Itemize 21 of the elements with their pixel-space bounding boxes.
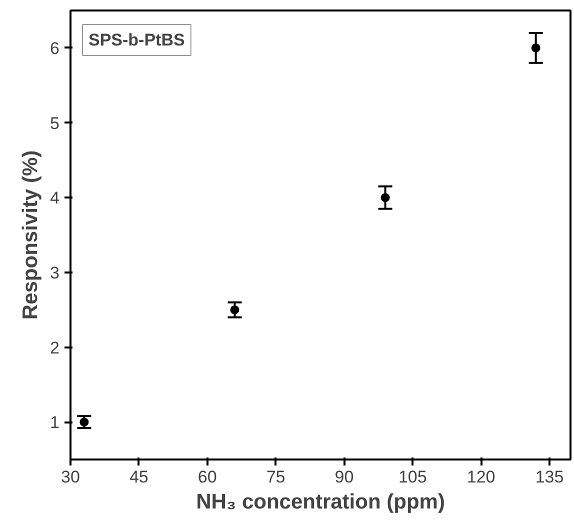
y-tick-label: 6 (50, 38, 60, 58)
point (230, 305, 240, 314)
x-tick-label: 90 (334, 468, 354, 486)
point (380, 193, 390, 202)
x-tick-label: 30 (61, 468, 80, 486)
x-tick-label: 60 (198, 468, 217, 486)
y-axis-title: Responsivity (%) (19, 150, 42, 320)
x-tick-label: 105 (398, 468, 427, 486)
y-tick-label: 3 (50, 263, 60, 282)
y-tick-label: 1 (50, 413, 60, 432)
y-tick-label: 2 (50, 338, 60, 358)
y-tick-label: 5 (50, 114, 60, 133)
x-axis-title: NH₃ concentration (ppm) (196, 490, 445, 514)
annotation: SPS-b-PtBS (88, 30, 185, 50)
x-tick-label: 120 (466, 468, 496, 486)
x-tick-label: 45 (129, 468, 148, 486)
x-tick-label: 75 (266, 468, 286, 486)
point (531, 43, 540, 52)
x-tick-label: 135 (535, 468, 564, 486)
point (80, 418, 89, 427)
y-tick-label: 4 (50, 188, 60, 208)
